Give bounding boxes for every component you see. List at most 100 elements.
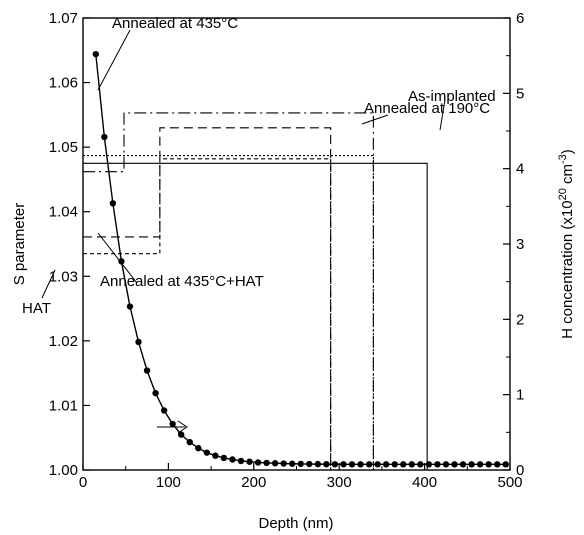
y-right-tick-label: 6 — [516, 10, 524, 27]
h-concentration-point — [425, 461, 433, 468]
annotation-as-implanted: As-implanted — [408, 88, 496, 105]
leader-as-implanted — [439, 99, 446, 131]
profile-hat — [83, 158, 332, 470]
h-concentration-point — [152, 389, 159, 397]
x-tick-label: 300 — [327, 474, 352, 491]
profile-as-implanted — [83, 162, 428, 470]
y-right-tick-label: 3 — [516, 236, 524, 253]
y-left-axis-title: S parameter — [11, 203, 28, 286]
profile-line — [83, 112, 374, 470]
y-right-title-part-1: H concentration (x10 — [559, 200, 576, 338]
y-right-tick-label: 2 — [516, 311, 524, 328]
y-left-tick-label: 1.00 — [49, 462, 78, 479]
h-concentration-point — [160, 407, 168, 414]
y-left-tick-label: 1.01 — [49, 397, 78, 414]
y-right-tick-label: 4 — [516, 161, 524, 178]
annotation-annealed-435-hat: Annealed at 435°C+HAT — [100, 273, 264, 290]
s-parameter-profiles — [83, 112, 428, 470]
h-concentration-point — [331, 461, 339, 468]
y-right-tick-label: 0 — [516, 462, 524, 479]
y-right-title-part-3: ) — [559, 149, 576, 154]
annotation-hat: HAT — [22, 300, 51, 317]
x-axis-title: Depth (nm) — [258, 515, 333, 532]
y-right-title-exp-2: -3 — [557, 154, 569, 164]
h-concentration-point — [340, 461, 347, 468]
y-right-axis-ticks: 0 1 2 3 4 5 6 — [503, 10, 524, 479]
h-concentration-point — [263, 459, 270, 467]
plot-frame — [82, 17, 511, 471]
leader-annealed-435-hat — [97, 232, 138, 284]
h-concentration-point — [348, 461, 356, 468]
y-right-tick-label: 5 — [516, 85, 524, 102]
profile-line — [83, 162, 428, 470]
y-left-axis-ticks: 1.00 1.01 1.02 1.03 1.04 1.05 1.06 1.07 — [49, 10, 90, 479]
h-concentration-point — [169, 420, 176, 428]
h-concentration-point — [434, 461, 441, 468]
h-concentration-point — [493, 461, 501, 468]
y-right-title-exp-1: 20 — [557, 188, 569, 200]
h-concentration-point — [101, 133, 108, 141]
leader-annealed-435 — [97, 29, 131, 91]
h-concentration-point — [246, 458, 253, 465]
profile-annealed-at-190-c — [83, 154, 374, 470]
profile-annealed-at-435-c-hat — [83, 127, 332, 470]
h-concentration-point — [186, 438, 193, 446]
annotation-annealed-435: Annealed at 435°C — [112, 15, 238, 32]
h-concentration-point — [391, 461, 398, 468]
h-concentration-point — [203, 449, 211, 456]
h-concentration-point — [306, 460, 313, 468]
h-concentration-point — [476, 461, 484, 468]
h-concentration-point — [451, 461, 458, 468]
h-concentration-point — [135, 338, 142, 346]
x-axis-ticks: 0 100 200 300 400 500 — [79, 463, 523, 491]
h-concentration-point — [271, 460, 279, 467]
h-concentration-point — [357, 461, 364, 468]
y-left-tick-label: 1.05 — [49, 139, 78, 156]
x-tick-label: 500 — [497, 474, 522, 491]
h-concentration-point — [229, 456, 236, 463]
h-concentration-point — [502, 461, 509, 468]
h-concentration-point — [485, 461, 492, 468]
x-tick-label: 0 — [79, 474, 87, 491]
h-concentration-point — [195, 444, 202, 452]
h-concentration-point — [143, 367, 151, 374]
profile-line — [83, 154, 374, 470]
annotation-leaders — [41, 29, 446, 434]
y-left-tick-label: 1.02 — [49, 333, 78, 350]
y-left-tick-label: 1.06 — [49, 75, 78, 92]
h-concentration-point — [408, 461, 415, 468]
right-axis-arrow-head — [177, 420, 188, 434]
y-right-tick-label: 1 — [516, 387, 524, 404]
h-concentration-point — [109, 200, 117, 207]
y-right-axis-title: H concentration (x1020 cm-3) — [557, 149, 576, 339]
y-left-tick-label: 1.03 — [49, 268, 78, 285]
h-concentration-point — [220, 454, 228, 462]
h-concentration-point — [314, 460, 322, 468]
h-concentration-point — [468, 461, 475, 468]
profile-line — [83, 158, 332, 470]
h-concentration-point — [374, 461, 381, 468]
x-tick-label: 400 — [412, 474, 437, 491]
profile-annealed-at-435-c — [83, 112, 374, 470]
profile-line — [83, 127, 332, 470]
h-concentration-point — [212, 452, 219, 459]
y-right-title-part-2: cm — [559, 164, 576, 188]
h-concentration-point — [323, 460, 330, 468]
leader-annealed-190 — [361, 114, 389, 125]
h-concentration-point — [459, 461, 467, 468]
h-concentration-point — [382, 461, 390, 468]
h-concentration-point — [178, 431, 185, 438]
h-concentration-point — [365, 461, 373, 468]
h-concentration-point — [126, 303, 134, 310]
x-tick-label: 100 — [156, 474, 181, 491]
leader-hat — [41, 269, 56, 299]
h-concentration-point — [400, 461, 407, 468]
h-concentration-series — [92, 50, 509, 468]
y-left-tick-label: 1.07 — [49, 10, 78, 27]
h-concentration-point — [280, 460, 287, 467]
h-concentration-point — [254, 459, 262, 466]
y-left-tick-label: 1.04 — [49, 204, 78, 221]
h-concentration-point — [92, 50, 100, 58]
h-concentration-point — [118, 258, 125, 265]
